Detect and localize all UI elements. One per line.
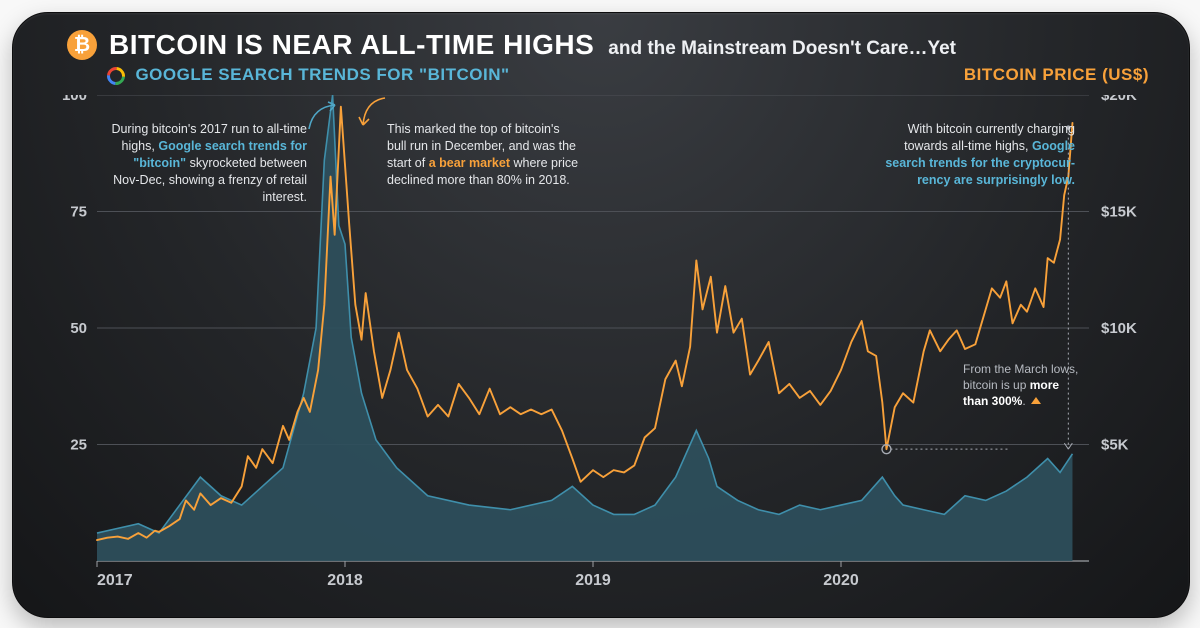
svg-text:2020: 2020 [823,572,859,587]
svg-text:75: 75 [70,204,87,221]
svg-text:2018: 2018 [327,572,363,587]
svg-text:$20K: $20K [1101,95,1137,104]
svg-text:25: 25 [70,437,87,454]
annotation-2: This marked the top of bitcoin's bull ru… [387,121,582,189]
svg-text:2019: 2019 [575,572,611,587]
svg-text:$15K: $15K [1101,204,1137,221]
svg-text:$5K: $5K [1101,437,1129,454]
bitcoin-icon: ₿ [67,30,97,60]
header: ₿ BITCOIN IS NEAR ALL-TIME HIGHS and the… [67,29,1149,61]
chart: 25 50 75 100 $5K $10K $15K $20K 2017 2018 2019 2020… [57,95,1145,587]
svg-text:$10K: $10K [1101,320,1137,337]
svg-text:2017: 2017 [97,572,133,587]
legend-price: BITCOIN PRICE (US$) [964,65,1149,85]
chart-card: ₿ BITCOIN IS NEAR ALL-TIME HIGHS and the… [12,12,1190,618]
title-sub: and the Mainstream Doesn't Care…Yet [608,38,956,60]
svg-text:50: 50 [70,320,87,337]
title-main: BITCOIN IS NEAR ALL-TIME HIGHS [109,29,594,61]
annotation-1: During bitcoin's 2017 run to all-time hi… [107,121,307,205]
annotation-3: With bitcoin currently charging towards … [885,121,1075,189]
svg-text:100: 100 [62,95,87,104]
annotation-4: From the March lows, bitcoin is up more … [963,361,1083,410]
google-icon [107,67,125,85]
sub-header: GOOGLE SEARCH TRENDS FOR "BITCOIN" BITCO… [107,65,1149,85]
legend-google: GOOGLE SEARCH TRENDS FOR "BITCOIN" [107,65,510,85]
